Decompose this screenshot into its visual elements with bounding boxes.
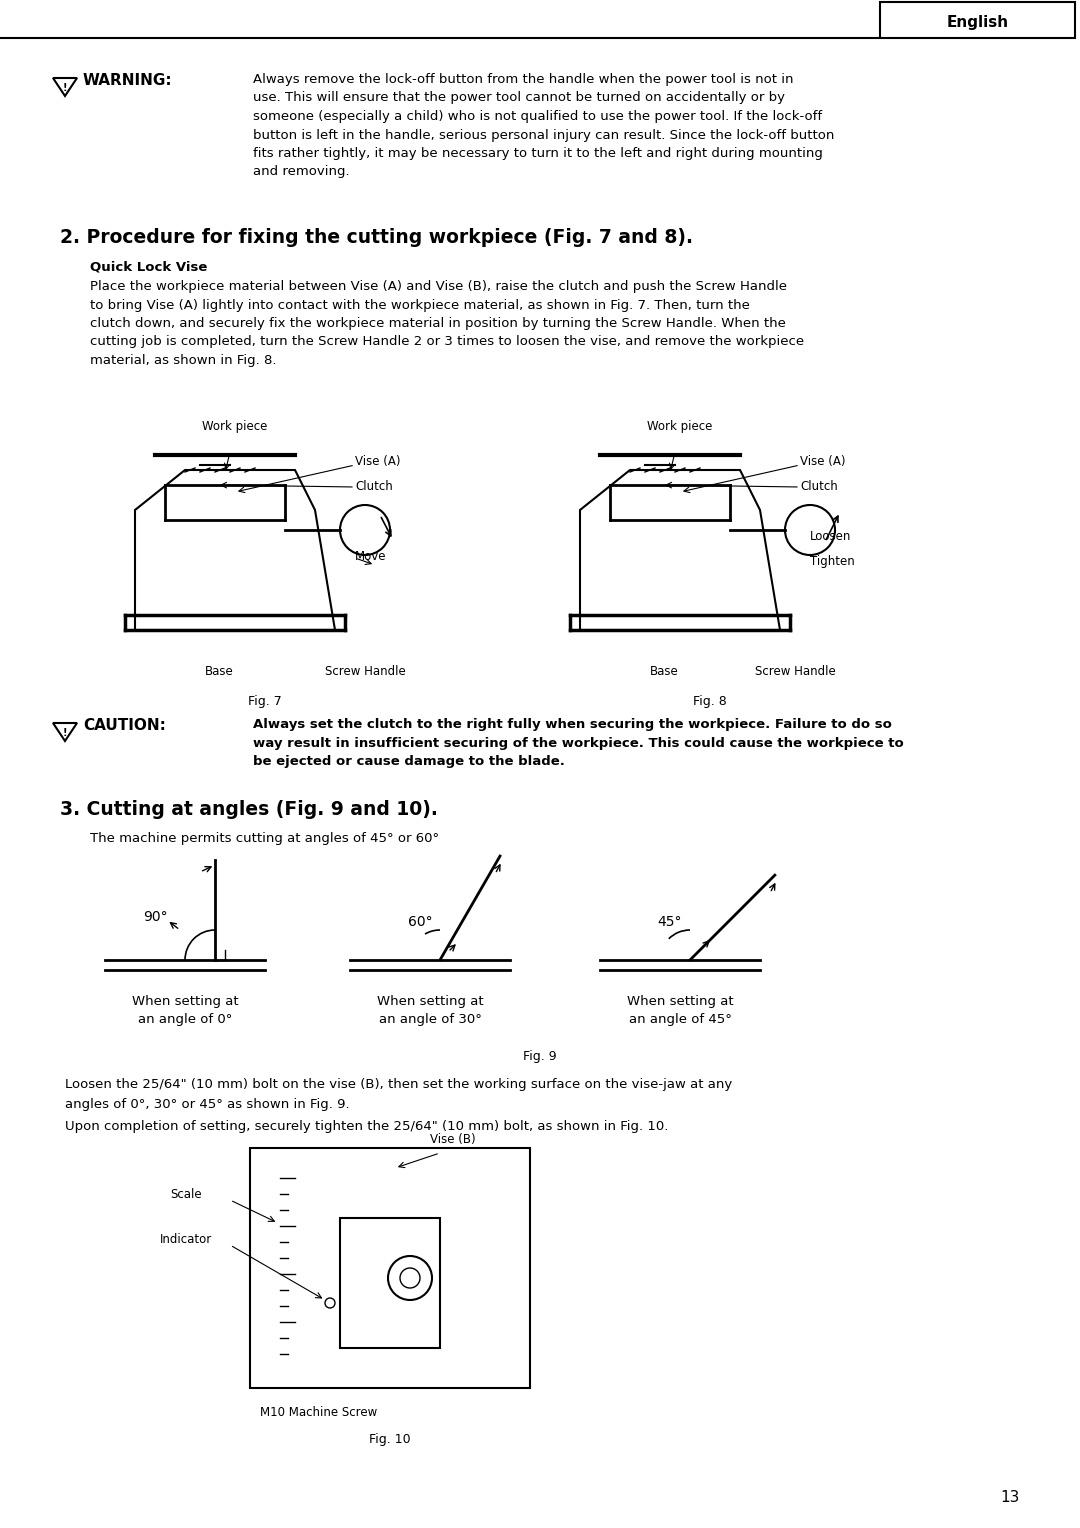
Text: 45°: 45° (658, 915, 683, 929)
Text: Indicator: Indicator (160, 1233, 213, 1245)
Text: Vise (A): Vise (A) (355, 455, 401, 468)
Text: CAUTION:: CAUTION: (83, 718, 166, 733)
Text: 60°: 60° (407, 915, 432, 929)
Text: !: ! (63, 727, 67, 738)
Text: Work piece: Work piece (647, 420, 713, 432)
Text: Always remove the lock-off button from the handle when the power tool is not in
: Always remove the lock-off button from t… (253, 73, 835, 179)
Text: Clutch: Clutch (355, 480, 393, 494)
Text: Vise (A): Vise (A) (800, 455, 846, 468)
Text: Fig. 7: Fig. 7 (248, 695, 282, 707)
Text: The machine permits cutting at angles of 45° or 60°: The machine permits cutting at angles of… (90, 833, 440, 845)
Text: Clutch: Clutch (800, 480, 838, 494)
Text: 2. Procedure for fixing the cutting workpiece (Fig. 7 and 8).: 2. Procedure for fixing the cutting work… (60, 228, 693, 248)
Text: Place the workpiece material between Vise (A) and Vise (B), raise the clutch and: Place the workpiece material between Vis… (90, 280, 805, 367)
Text: Fig. 8: Fig. 8 (693, 695, 727, 707)
Text: !: ! (63, 83, 67, 93)
Text: Vise (B): Vise (B) (430, 1132, 475, 1146)
Text: Base: Base (650, 665, 678, 678)
Text: WARNING:: WARNING: (83, 73, 173, 89)
Text: Move: Move (355, 550, 387, 562)
Text: English: English (946, 14, 1009, 29)
Text: Base: Base (205, 665, 233, 678)
Text: Quick Lock Vise: Quick Lock Vise (90, 260, 207, 274)
Text: angles of 0°, 30° or 45° as shown in Fig. 9.: angles of 0°, 30° or 45° as shown in Fig… (65, 1099, 350, 1111)
Text: 90°: 90° (143, 911, 167, 924)
Text: Always set the clutch to the right fully when securing the workpiece. Failure to: Always set the clutch to the right fully… (253, 718, 904, 769)
Text: 3. Cutting at angles (Fig. 9 and 10).: 3. Cutting at angles (Fig. 9 and 10). (60, 801, 437, 819)
Text: Fig. 10: Fig. 10 (369, 1433, 410, 1445)
Bar (340, 1218, 440, 1348)
Text: Fig. 9: Fig. 9 (523, 1050, 557, 1063)
Text: Screw Handle: Screw Handle (755, 665, 836, 678)
Text: 13: 13 (1000, 1490, 1020, 1505)
Text: Scale: Scale (170, 1187, 202, 1201)
Text: Loosen: Loosen (810, 530, 851, 542)
Text: Upon completion of setting, securely tighten the 25/64" (10 mm) bolt, as shown i: Upon completion of setting, securely tig… (65, 1120, 669, 1132)
Bar (880, 2, 1075, 38)
Text: Screw Handle: Screw Handle (325, 665, 406, 678)
Bar (249, 1148, 530, 1387)
Text: When setting at
an angle of 45°: When setting at an angle of 45° (626, 995, 733, 1025)
Text: Loosen the 25/64" (10 mm) bolt on the vise (B), then set the working surface on : Loosen the 25/64" (10 mm) bolt on the vi… (65, 1077, 732, 1091)
Text: Work piece: Work piece (202, 420, 268, 432)
Text: When setting at
an angle of 0°: When setting at an angle of 0° (132, 995, 239, 1025)
Text: M10 Machine Screw: M10 Machine Screw (260, 1406, 377, 1420)
Text: When setting at
an angle of 30°: When setting at an angle of 30° (377, 995, 484, 1025)
Text: Tighten: Tighten (810, 555, 854, 568)
